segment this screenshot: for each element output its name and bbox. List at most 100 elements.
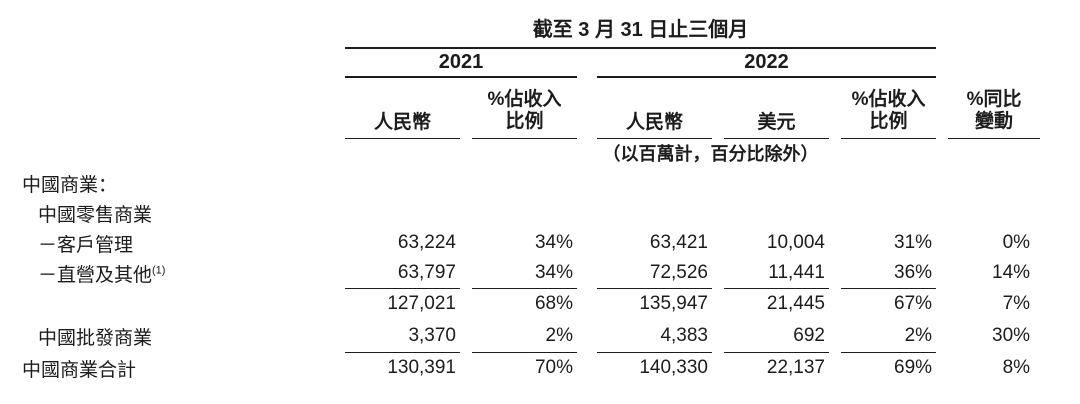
cell-rmb-2021: 63,224	[397, 232, 456, 253]
year-group-row: 2021 2022	[22, 48, 1040, 78]
cell-rmb-2022: 63,421	[649, 232, 708, 253]
row-label: 中國商業合計	[22, 359, 137, 381]
cell-rmb-2021: 130,391	[387, 357, 456, 379]
column-header-row: 人民幣 %佔收入 比例 人民幣 美元 %佔收入 比例 %同比 變動	[22, 77, 1041, 139]
cell-yoy	[948, 198, 1040, 228]
table-row-customer-management: －客戶管理 63,224 34% 63,421 10,004 31% 0%	[22, 228, 1040, 258]
cell-usd-2022	[724, 198, 829, 228]
cell-pct-2021: 70%	[534, 357, 573, 379]
column-gap	[829, 258, 841, 288]
header-usd-2022: 美元	[724, 77, 829, 139]
column-gap	[712, 320, 724, 352]
cell-pct-2021	[472, 168, 577, 198]
cell-rmb-2022	[597, 198, 712, 228]
row-label: －客戶管理	[38, 234, 134, 256]
cell-rmb-2021	[345, 198, 460, 228]
empty-cell	[22, 12, 345, 48]
cell-yoy: 14%	[992, 262, 1031, 283]
column-gap	[712, 258, 724, 288]
cell-rmb-2022	[597, 168, 712, 198]
cell-pct-2022	[841, 198, 936, 228]
column-gap	[460, 352, 472, 384]
column-gap	[829, 228, 841, 258]
cell-rmb-2022: 140,330	[639, 357, 708, 379]
empty-cell	[948, 48, 1040, 77]
row-label: 中國商業：	[22, 174, 118, 196]
column-gap	[936, 288, 948, 320]
column-gap	[577, 288, 597, 320]
year-group-2021: 2021	[345, 48, 577, 78]
cell-usd-2022: 692	[724, 320, 829, 353]
period-title-row: 截至 3 月 31 日止三個月	[22, 12, 1040, 49]
cell-rmb-2022: 4,383	[597, 320, 712, 353]
cell-usd-2022: 10,004	[766, 232, 825, 253]
row-label	[22, 288, 345, 320]
year-group-2022: 2022	[597, 48, 937, 78]
empty-cell	[22, 48, 345, 77]
table-row-direct-sales-and-others: －直營及其他(1) 63,797 34% 72,526 11,441 36% 1…	[22, 258, 1040, 289]
column-gap	[712, 168, 724, 198]
column-gap	[577, 77, 597, 138]
table-row-china-wholesale: 中國批發商業 3,370 2% 4,383 692 2% 30%	[22, 320, 1040, 353]
header-rmb-2021: 人民幣	[345, 77, 460, 139]
row-label: －直營及其他(1)	[22, 258, 345, 288]
column-gap	[460, 198, 472, 228]
column-gap	[936, 228, 948, 258]
column-gap	[577, 198, 597, 228]
segment-revenue-table: 截至 3 月 31 日止三個月 2021 2022 人民幣 %佔收入 比例 人民…	[22, 12, 1041, 384]
unit-note-row: （以百萬計，百分比除外）	[22, 138, 1040, 168]
row-label: 中國批發商業	[38, 327, 153, 349]
row-label: 中國零售商業	[38, 204, 153, 226]
column-gap	[936, 77, 948, 138]
header-pct-revenue-2021-line2: 比例	[505, 111, 544, 133]
table-row-china-commerce-total: 中國商業合計 130,391 70% 140,330 22,137 69% 8%	[22, 352, 1040, 384]
header-rmb-2022: 人民幣	[597, 77, 712, 139]
cell-pct-2021: 34%	[472, 258, 577, 289]
column-gap	[712, 77, 724, 138]
cell-usd-2022: 11,441	[724, 258, 829, 289]
header-yoy-change-line1: %同比	[966, 88, 1022, 110]
column-gap	[936, 48, 948, 77]
column-gap	[936, 168, 948, 198]
table-row-china-retail: 中國零售商業	[22, 198, 1040, 228]
header-pct-revenue-2022: %佔收入 比例	[841, 77, 937, 139]
cell-usd-2022: 21,445	[766, 293, 825, 315]
cell-usd-2022: 22,137	[766, 357, 825, 379]
cell-pct-2022: 2%	[841, 320, 937, 353]
table-row-retail-subtotal: 127,021 68% 135,947 21,445 67% 7%	[22, 288, 1040, 320]
column-gap	[712, 288, 724, 320]
column-gap	[829, 320, 841, 352]
cell-yoy: 30%	[992, 325, 1031, 346]
column-gap	[460, 258, 472, 288]
unit-note: （以百萬計，百分比除外）	[602, 144, 819, 165]
header-pct-revenue-2021: %佔收入 比例	[472, 77, 577, 139]
column-gap	[712, 352, 724, 384]
cell-rmb-2021: 63,797	[345, 258, 460, 289]
cell-rmb-2021	[345, 168, 460, 198]
column-gap	[829, 352, 841, 384]
cell-rmb-2021: 127,021	[387, 293, 456, 315]
empty-cell	[948, 12, 1040, 48]
header-pct-revenue-2022-line2: 比例	[869, 111, 908, 133]
cell-pct-2021	[472, 198, 577, 228]
column-gap	[460, 228, 472, 258]
empty-cell	[22, 77, 345, 138]
cell-pct-2022: 36%	[841, 258, 937, 289]
column-gap	[577, 258, 597, 288]
cell-pct-2021: 34%	[534, 232, 573, 253]
header-pct-revenue-2021-line1: %佔收入	[487, 88, 562, 110]
column-gap	[712, 228, 724, 258]
column-gap	[577, 168, 597, 198]
cell-yoy: 0%	[1002, 232, 1031, 253]
column-gap	[460, 288, 472, 320]
column-gap	[460, 77, 472, 138]
cell-yoy: 8%	[1002, 357, 1031, 378]
cell-pct-2021: 2%	[472, 320, 577, 353]
cell-pct-2022: 69%	[894, 357, 933, 379]
column-gap	[577, 352, 597, 384]
column-gap	[460, 320, 472, 352]
empty-cell	[22, 138, 345, 168]
column-gap	[936, 352, 948, 384]
cell-pct-2022: 67%	[894, 293, 933, 315]
period-title: 截至 3 月 31 日止三個月	[345, 12, 937, 49]
